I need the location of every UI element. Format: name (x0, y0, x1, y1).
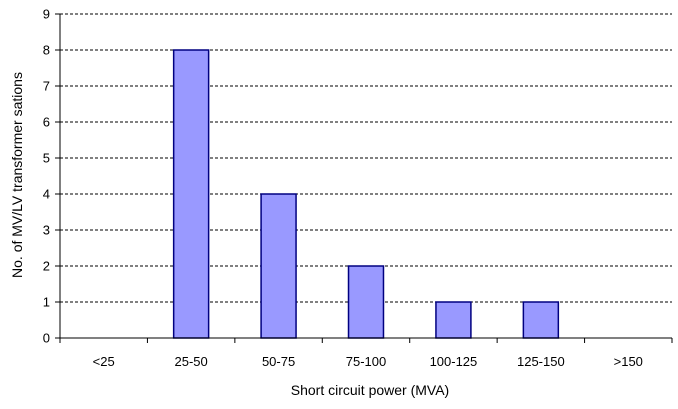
x-tick-label: >150 (614, 354, 643, 369)
y-tick-label: 6 (43, 115, 50, 130)
x-tick-label: 25-50 (175, 354, 208, 369)
bar (260, 193, 297, 339)
x-tick-label: 100-125 (430, 354, 478, 369)
axes (55, 13, 673, 343)
y-tick-label: 2 (43, 259, 50, 274)
x-tick-label: 125-150 (517, 354, 565, 369)
y-tick-label: 4 (43, 187, 50, 202)
bar (435, 301, 472, 339)
y-tick-label: 7 (43, 79, 50, 94)
y-axis-label: No. of MV/LV transformer sations (9, 72, 25, 278)
y-tick-label: 0 (43, 331, 50, 346)
y-tick-label: 1 (43, 295, 50, 310)
x-tick-label: 50-75 (262, 354, 295, 369)
y-tick-label: 9 (43, 7, 50, 22)
x-axis-label: Short circuit power (MVA) (291, 382, 449, 398)
bar (522, 301, 560, 339)
y-tick-label: 5 (43, 151, 50, 166)
y-tick-labels: 0 1 2 3 4 5 6 7 8 9 (43, 7, 50, 346)
bar (347, 265, 385, 339)
gridlines (60, 13, 672, 303)
x-tick-label: 75-100 (346, 354, 386, 369)
y-tick-label: 8 (43, 43, 50, 58)
y-tick-label: 3 (43, 223, 50, 238)
bars (172, 49, 560, 339)
bar (172, 49, 210, 339)
x-tick-label: <25 (93, 354, 115, 369)
x-tick-labels: <25 25-50 50-75 75-100 100-125 125-150 >150 (93, 354, 643, 369)
